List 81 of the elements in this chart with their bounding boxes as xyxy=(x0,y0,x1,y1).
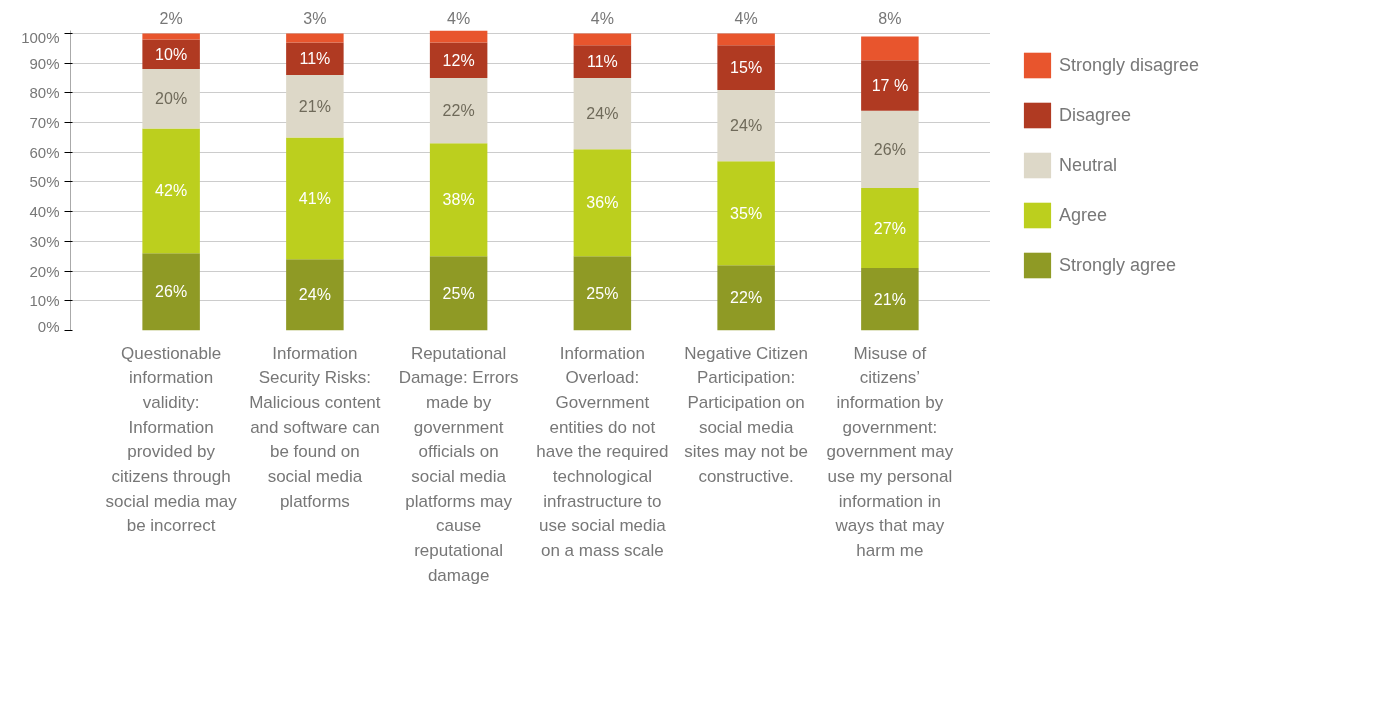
data-label: 24% xyxy=(298,286,331,304)
bar xyxy=(861,187,919,269)
data-label: 10% xyxy=(155,45,188,63)
y-tick-label: 90% xyxy=(29,54,60,72)
data-label: 25% xyxy=(586,284,619,302)
data-label: 38% xyxy=(442,191,475,209)
y-tick-label: 40% xyxy=(29,203,60,221)
data-label: 24% xyxy=(586,105,619,123)
data-label: 41% xyxy=(298,189,331,207)
bar xyxy=(142,253,200,331)
bar xyxy=(573,45,632,79)
bar xyxy=(573,256,632,331)
bar xyxy=(573,149,632,257)
data-label: 35% xyxy=(730,204,763,222)
data-label: 2% xyxy=(159,10,183,28)
bar xyxy=(429,30,488,43)
data-label: 15% xyxy=(730,59,763,77)
bar xyxy=(717,45,775,90)
legend-label: Neutral xyxy=(1059,154,1118,176)
bar xyxy=(286,33,344,43)
bar xyxy=(142,128,200,254)
y-tick-label: 10% xyxy=(29,292,60,310)
bar xyxy=(861,36,919,61)
y-tick-label: 70% xyxy=(29,114,60,132)
data-label: 4% xyxy=(590,10,614,28)
data-label: 21% xyxy=(873,290,906,308)
y-tick-label: 30% xyxy=(29,232,60,250)
bar xyxy=(142,33,200,40)
bar xyxy=(717,265,775,331)
legend-label: Agree xyxy=(1059,204,1108,226)
data-label: 25% xyxy=(442,284,475,302)
y-tick-label: 80% xyxy=(29,84,60,102)
data-label: 24% xyxy=(730,117,763,135)
bar xyxy=(286,75,344,138)
bar xyxy=(142,69,200,129)
bar xyxy=(717,33,775,46)
data-label: 12% xyxy=(442,51,475,69)
y-tick-label: 50% xyxy=(29,173,60,191)
legend-label: Strongly disagree xyxy=(1059,54,1200,76)
bar xyxy=(429,78,488,144)
y-tick-label: 100% xyxy=(21,28,60,46)
y-tick-label: 60% xyxy=(29,143,60,161)
data-label: 36% xyxy=(586,194,619,212)
data-label: 11% xyxy=(299,50,331,68)
data-label: 4% xyxy=(734,10,758,28)
bar xyxy=(861,268,919,331)
data-label: 26% xyxy=(873,140,906,158)
data-label: 8% xyxy=(878,10,902,28)
bar xyxy=(573,78,632,150)
bar xyxy=(861,110,919,188)
category-label: Misuse of citizens’ information by government: government may use my personal information in ways that may harm me xyxy=(826,343,954,561)
legend-label: Disagree xyxy=(1059,104,1132,126)
bar xyxy=(573,33,632,46)
data-label: 20% xyxy=(155,90,188,108)
data-label: 22% xyxy=(442,102,475,120)
bar xyxy=(429,143,488,257)
category-label: Reputational Damage: Errors made by government officials on social media platforms may cause reputational damage xyxy=(398,343,519,585)
bar xyxy=(286,259,344,331)
data-label: 21% xyxy=(298,97,331,115)
bar xyxy=(861,60,919,111)
data-label: 11% xyxy=(586,53,618,71)
data-label: 22% xyxy=(730,289,763,307)
legend-label: Strongly agree xyxy=(1059,254,1177,276)
y-tick-label: 20% xyxy=(29,262,60,280)
bar xyxy=(286,42,344,76)
data-label: 42% xyxy=(155,182,188,200)
data-label: 26% xyxy=(155,283,188,301)
x-tick-label: Negative Citizen Participation: Participation on social media sites may not be constructive. xyxy=(684,343,809,486)
bar xyxy=(286,137,344,260)
x-tick-label: Questionable information validity: Information provided by citizens through social media may be incorrect xyxy=(105,343,238,536)
data-label: 27% xyxy=(873,219,906,237)
data-label: 4% xyxy=(447,10,471,28)
data-label: 17 % xyxy=(871,76,909,94)
bar xyxy=(429,42,488,79)
y-tick-label: 0% xyxy=(37,317,60,335)
bar xyxy=(429,256,488,331)
bar xyxy=(717,161,775,266)
category-label: Information Overload: Government entities do not have the required technological infrastructure to use social media on a mass scale xyxy=(536,343,669,561)
data-label: 3% xyxy=(303,10,327,28)
x-tick-label: Information Security Risks: Malicious content and software can be found on social media platforms xyxy=(249,343,381,511)
bar xyxy=(717,89,775,162)
